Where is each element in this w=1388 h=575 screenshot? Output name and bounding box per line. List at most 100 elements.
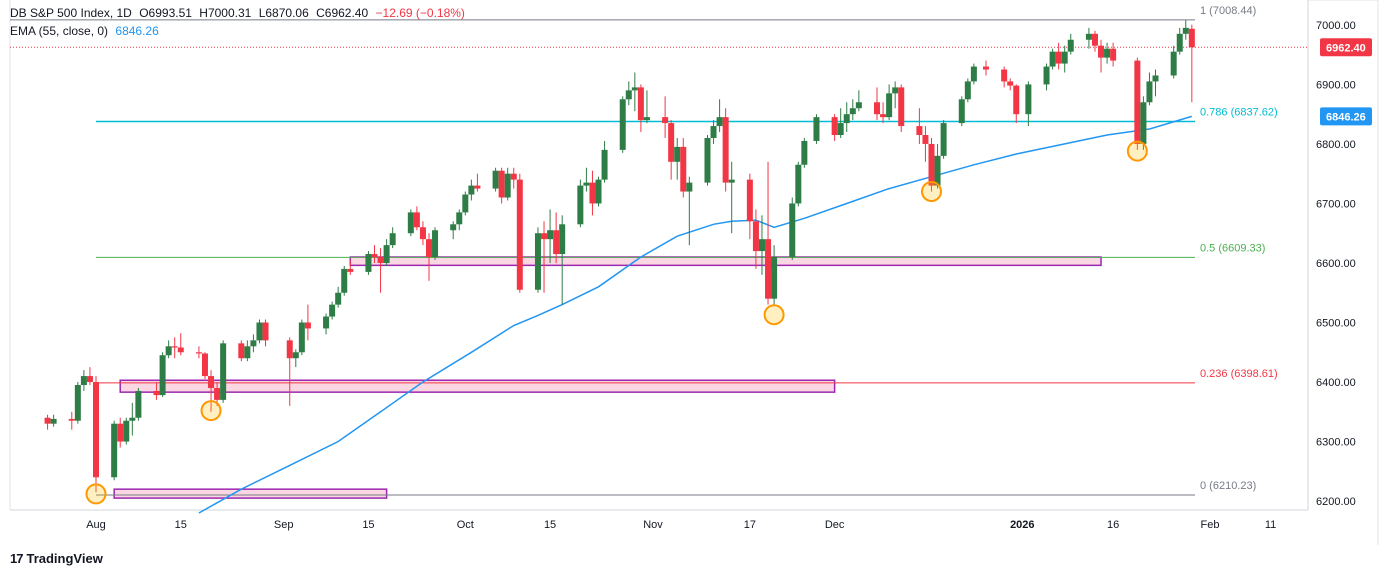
highlight-circle [921,181,942,203]
candle [970,63,977,85]
fib-label: 0.5 (6609.33) [1200,242,1265,254]
candle [214,382,221,406]
candle-body [1110,48,1117,61]
candle-body [335,292,342,305]
candle [668,120,675,180]
candle-body [583,182,590,186]
candle-body [1049,51,1056,67]
candle [153,382,160,400]
candle [510,167,517,189]
candle [674,137,681,180]
candle [716,99,723,133]
candle [129,402,136,436]
candle-body [292,352,299,359]
candle-body [625,90,632,100]
candle [1025,81,1032,127]
change-value: −12.69 (−0.18%) [375,6,465,20]
candle-body [619,99,626,150]
price-axis[interactable]: 6200.00 6300.00 6400.00 6500.00 6600.00 6700.… [1316,20,1372,508]
candle [68,411,75,430]
candle-body [553,230,560,255]
candle [934,143,941,189]
candle [365,251,372,275]
candle-body [843,114,850,124]
candle [964,78,971,103]
candle-body [631,87,638,91]
candle-body [674,146,681,162]
time-tick-label: Oct [457,519,474,531]
candle [1049,48,1056,70]
candle [1043,63,1050,91]
candle [1061,45,1068,73]
candle-body [93,382,99,478]
candle-body [637,87,644,121]
candle-body [250,340,257,347]
candle [1188,24,1195,103]
candle [728,161,735,234]
candle [1001,66,1008,88]
candle [898,84,905,133]
candle-body [789,203,796,258]
candle-body [934,155,941,186]
candle [383,239,390,266]
tradingview-logo[interactable]: 17 TradingView [10,551,103,566]
candle-body [516,179,523,290]
candle-body [117,423,124,442]
candle-body [1001,69,1008,82]
candle [304,304,311,341]
candle-body [758,239,765,252]
candle [492,167,499,192]
candle [456,209,463,231]
ema-legend: EMA (55, close, 0) 6846.26 [10,24,163,38]
candle-body [262,322,269,341]
candle-body [547,230,554,240]
candle-body [74,385,81,421]
candle [710,120,717,144]
candle [758,215,765,275]
candle [892,81,899,109]
support-zones [113,256,1102,499]
candle [534,227,541,293]
candle [680,137,687,198]
candle-body [44,417,51,424]
candle [880,102,887,124]
candle-body [1007,81,1014,86]
candle-body [813,117,820,141]
ema-price-tag: 6846.26 [1320,107,1372,126]
candle-body [492,170,499,189]
candle-body [1055,51,1062,64]
candle-body [1182,27,1189,34]
candle-body [1176,33,1183,52]
candle [831,114,838,141]
candle-body [874,102,881,115]
last-price-tag-text: 6962.40 [1326,42,1366,54]
candle [323,313,330,335]
candle [625,81,632,106]
candle [341,265,348,296]
candle-body [601,149,608,180]
candle [940,120,947,159]
candle-body [50,418,57,424]
symbol-legend: DB S&P 500 Index, 1D O6993.51 H7000.31 L… [10,6,469,20]
candle [419,221,426,246]
time-axis[interactable]: Aug 15 Sep 15 Oct 15 Nov 17 Dec 2026 16 Feb 11 [86,519,1276,531]
ema-line [198,115,1193,514]
candle-body [510,173,517,180]
last-price-tag-bg [1320,38,1372,57]
fib-label: 0 (6210.23) [1200,480,1256,492]
candle [601,140,608,183]
fib-retracement[interactable]: 1 (7008.44) 0.786 (6837.62) 0.5 (6609.33) 0… [10,5,1308,496]
support-zone [349,256,1102,267]
grid [9,0,1379,545]
candle-body [837,123,844,135]
tradingview-icon: 17 [10,551,24,566]
candle-body [68,418,75,421]
candle [44,414,51,430]
candle [159,352,166,397]
candle-body [795,164,802,204]
candle [335,286,342,308]
candle [843,102,850,133]
highlight-circle [85,483,107,505]
candle-body [928,143,935,186]
